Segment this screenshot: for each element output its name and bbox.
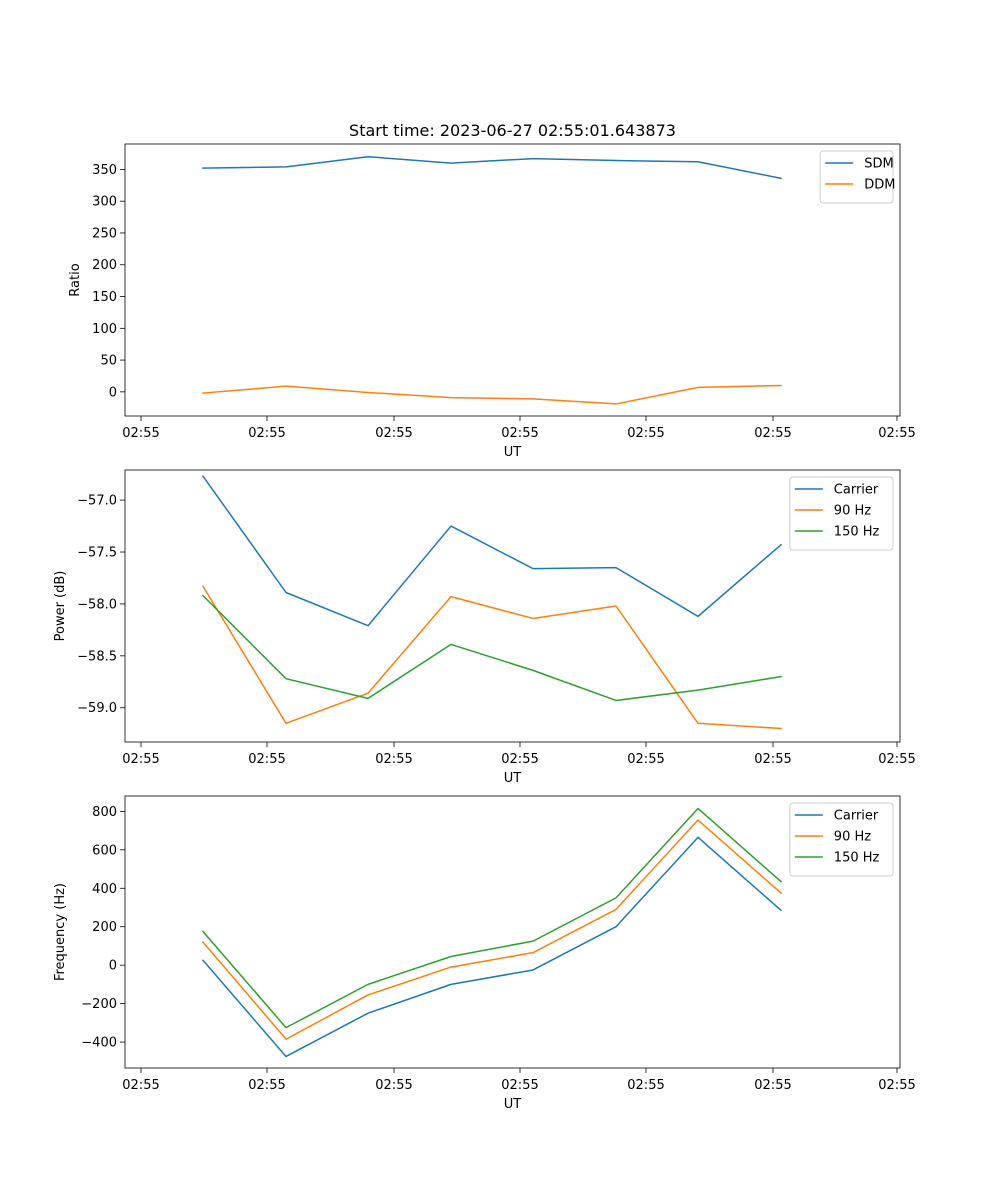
y-tick-label: 350 bbox=[92, 163, 117, 178]
series-line-90-hz bbox=[201, 585, 782, 730]
x-tick-label: 02:55 bbox=[627, 1078, 664, 1093]
x-tick-label: 02:55 bbox=[627, 752, 664, 767]
x-tick-label: 02:55 bbox=[122, 426, 159, 441]
x-tick-label: 02:55 bbox=[501, 426, 538, 441]
y-tick-label: −57.5 bbox=[77, 546, 117, 561]
subplot-3: 02:55 02:55 02:55 02:55 02:55 02:55 02:55 −400 −… bbox=[53, 795, 916, 1112]
y-tick-label: −400 bbox=[81, 1036, 117, 1051]
series-line-carrier bbox=[201, 836, 783, 1058]
x-tick-label: 02:55 bbox=[754, 752, 791, 767]
y-tick-label: 0 bbox=[109, 385, 117, 400]
x-tick-label: 02:55 bbox=[754, 1078, 791, 1093]
x-axis-label: UT bbox=[504, 1097, 522, 1112]
series-line-150-hz bbox=[201, 807, 783, 1029]
x-tick-label: 02:55 bbox=[375, 1078, 412, 1093]
x-tick-label: 02:55 bbox=[375, 752, 412, 767]
y-tick-label: −58.0 bbox=[77, 597, 117, 612]
y-tick-label: −57.0 bbox=[77, 494, 117, 509]
legend-box bbox=[819, 150, 894, 204]
y-tick-label: 150 bbox=[92, 290, 117, 305]
x-tick-label: 02:55 bbox=[501, 752, 538, 767]
y-tick-label: 200 bbox=[92, 920, 117, 935]
y-tick-label: 400 bbox=[92, 882, 117, 897]
y-tick-label: 50 bbox=[100, 354, 117, 369]
axes-frame bbox=[124, 795, 901, 1069]
series-line-90-hz bbox=[201, 819, 783, 1040]
y-axis-label: Ratio bbox=[68, 263, 83, 296]
y-tick-label: −58.5 bbox=[77, 649, 117, 664]
x-tick-label: 02:55 bbox=[501, 1078, 538, 1093]
x-tick-label: 02:55 bbox=[122, 752, 159, 767]
x-tick-label: 02:55 bbox=[248, 426, 285, 441]
legend: Carrier 90 Hz 150 Hz bbox=[789, 802, 894, 877]
x-tick-label: 02:55 bbox=[754, 426, 791, 441]
y-tick-label: 200 bbox=[92, 258, 117, 273]
y-tick-label: 800 bbox=[92, 805, 117, 820]
series-line-150-hz bbox=[201, 594, 782, 702]
x-axis-label: UT bbox=[504, 771, 522, 786]
series-line-ddm bbox=[202, 384, 782, 405]
y-tick-label: 0 bbox=[109, 959, 117, 974]
legend: SDM DDM bbox=[819, 150, 895, 204]
x-tick-label: 02:55 bbox=[878, 752, 915, 767]
legend-label-carrier: Carrier bbox=[834, 809, 879, 824]
x-tick-label: 02:55 bbox=[248, 752, 285, 767]
legend-label-carrier: Carrier bbox=[834, 483, 879, 498]
figure-title: Start time: 2023-06-27 02:55:01.643873 bbox=[349, 121, 676, 140]
legend-label-90-hz: 90 Hz bbox=[834, 830, 871, 845]
legend-label-ddm: DDM bbox=[864, 178, 895, 193]
y-axis-label: Power (dB) bbox=[53, 571, 68, 642]
series-line-carrier bbox=[201, 475, 783, 627]
legend-label-90-hz: 90 Hz bbox=[834, 504, 871, 519]
x-tick-label: 02:55 bbox=[878, 426, 915, 441]
y-axis-label: Frequency (Hz) bbox=[53, 883, 68, 981]
axes-frame bbox=[124, 469, 901, 743]
y-tick-label: −59.0 bbox=[77, 701, 117, 716]
subplot-1: 02:55 02:55 02:55 02:55 02:55 02:55 02:55 0 50 10… bbox=[68, 143, 916, 460]
legend-label-150-hz: 150 Hz bbox=[834, 851, 880, 866]
legend-label-sdm: SDM bbox=[864, 157, 893, 172]
legend: Carrier 90 Hz 150 Hz bbox=[789, 476, 894, 551]
y-tick-label: 100 bbox=[92, 322, 117, 337]
plots: 02:55 02:55 02:55 02:55 02:55 02:55 02:55 0 50 10… bbox=[53, 143, 916, 1112]
y-tick-label: 300 bbox=[92, 195, 117, 210]
y-tick-label: −200 bbox=[81, 997, 117, 1012]
y-tick-label: 250 bbox=[92, 226, 117, 241]
legend-label-150-hz: 150 Hz bbox=[834, 525, 880, 540]
x-tick-label: 02:55 bbox=[248, 1078, 285, 1093]
axes-frame bbox=[124, 143, 901, 417]
subplot-2: 02:55 02:55 02:55 02:55 02:55 02:55 02:55 −59.0… bbox=[53, 469, 916, 786]
x-tick-label: 02:55 bbox=[375, 426, 412, 441]
x-tick-label: 02:55 bbox=[878, 1078, 915, 1093]
x-tick-label: 02:55 bbox=[627, 426, 664, 441]
x-axis-label: UT bbox=[504, 445, 522, 460]
series-line-sdm bbox=[202, 155, 782, 180]
y-tick-label: 600 bbox=[92, 843, 117, 858]
x-tick-label: 02:55 bbox=[122, 1078, 159, 1093]
